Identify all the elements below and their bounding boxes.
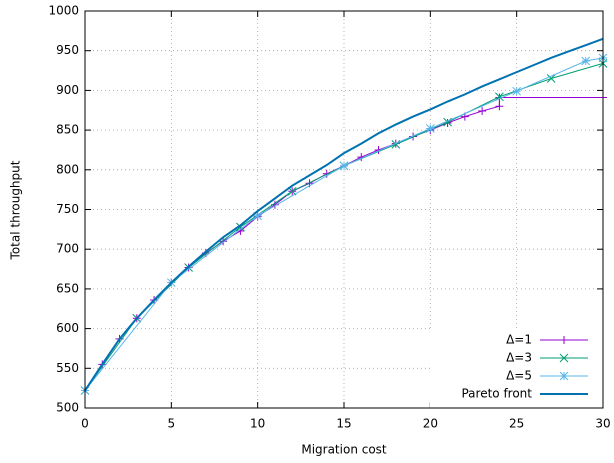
x-tick-label: 5 bbox=[168, 417, 176, 431]
y-tick-label: 700 bbox=[56, 242, 79, 256]
legend-item: Δ=1 bbox=[506, 333, 588, 347]
x-axis-label: Migration cost bbox=[301, 443, 387, 457]
data-point bbox=[478, 107, 487, 116]
legend-item: Δ=3 bbox=[506, 351, 588, 365]
plot-frame bbox=[84, 10, 604, 409]
legend-label: Δ=3 bbox=[506, 351, 532, 365]
y-tick-label: 800 bbox=[56, 162, 79, 176]
y-tick-label: 900 bbox=[56, 83, 79, 97]
data-point bbox=[581, 56, 591, 66]
series-line bbox=[84, 57, 604, 391]
x-tick-label: 20 bbox=[423, 417, 438, 431]
legend-label: Δ=1 bbox=[506, 333, 532, 347]
x-tick-label: 0 bbox=[81, 417, 89, 431]
data-point bbox=[512, 86, 522, 96]
legend-marker bbox=[559, 353, 569, 363]
y-tick-label: 950 bbox=[56, 43, 79, 57]
data-point bbox=[425, 124, 435, 133]
y-tick-label: 650 bbox=[56, 281, 79, 295]
y-tick-label: 750 bbox=[56, 202, 79, 216]
legend-marker bbox=[560, 336, 568, 344]
legend-item: Pareto front bbox=[461, 387, 588, 401]
y-tick-label: 600 bbox=[56, 321, 79, 335]
data-point bbox=[219, 237, 228, 246]
y-tick-label: 550 bbox=[56, 361, 79, 375]
legend-label: Δ=5 bbox=[506, 369, 532, 383]
data-point bbox=[495, 102, 504, 111]
y-tick-label: 500 bbox=[56, 401, 79, 415]
data-point bbox=[391, 140, 401, 149]
x-tick-label: 15 bbox=[336, 417, 351, 431]
x-tick-label: 25 bbox=[509, 417, 524, 431]
x-tick-label: 10 bbox=[250, 417, 265, 431]
data-point bbox=[253, 211, 263, 221]
data-point bbox=[339, 161, 349, 171]
x-tick-label: 30 bbox=[595, 417, 610, 431]
y-axis-label: Total throughput bbox=[9, 160, 23, 260]
legend-item: Δ=5 bbox=[506, 369, 588, 383]
y-tick-label: 850 bbox=[56, 123, 79, 137]
series-line bbox=[84, 37, 604, 392]
legend-marker bbox=[559, 371, 569, 381]
y-tick-label: 1000 bbox=[48, 4, 79, 18]
legend-label: Pareto front bbox=[461, 387, 532, 401]
data-point bbox=[546, 74, 556, 83]
